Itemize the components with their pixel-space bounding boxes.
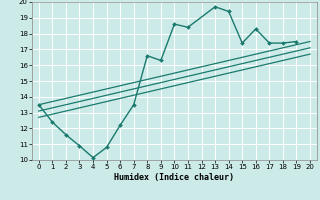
X-axis label: Humidex (Indice chaleur): Humidex (Indice chaleur) [115,173,234,182]
